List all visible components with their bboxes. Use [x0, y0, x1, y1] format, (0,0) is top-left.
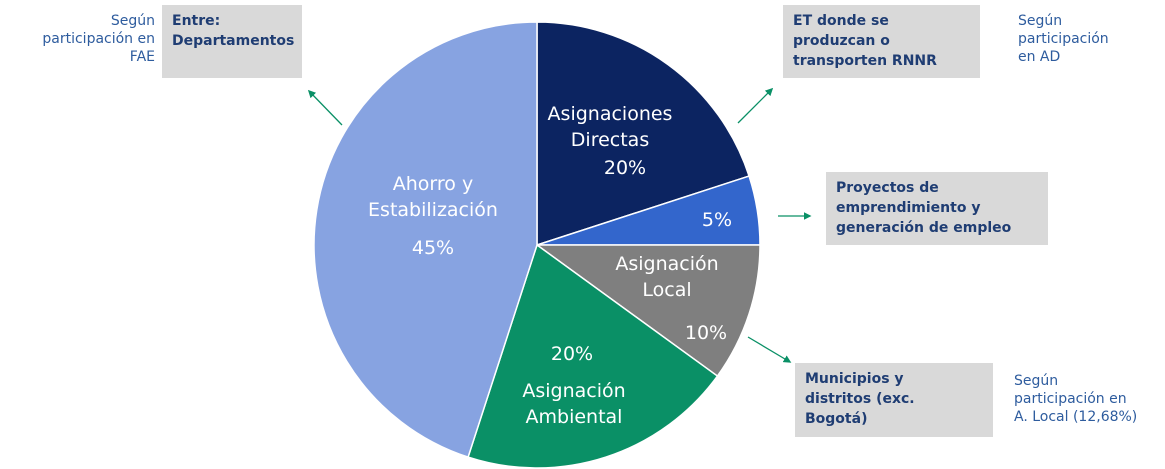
annotation-box: Municipios y distritos (exc. Bogotá) [795, 363, 993, 437]
slice-label: Asignación Local [615, 253, 719, 301]
slice-value-label: 45% [411, 237, 455, 259]
annotation-box: Entre: Departamentos [162, 5, 302, 78]
annotation-note: Según participación en AD [1018, 13, 1109, 65]
slice-value-label: 20% [550, 343, 594, 365]
slice-label: Asignación Ambiental [522, 380, 626, 428]
slice-value-label: 5% [701, 209, 733, 231]
pie-slice [534, 244, 761, 378]
pie-slice [536, 21, 751, 247]
arrow [747, 336, 792, 363]
annotation-note: Según participación en FAE [42, 13, 155, 65]
slice-value-label: 10% [684, 322, 728, 344]
pie-slice [467, 243, 719, 469]
slice-label: Ahorro y Estabilización [368, 173, 498, 221]
slice-value-label: 20% [603, 157, 647, 179]
arrow [307, 89, 343, 126]
annotation-box: Proyectos de emprendimiento y generación… [826, 172, 1048, 245]
pie-slice [313, 21, 538, 459]
arrow [737, 87, 774, 124]
annotation-box: ET donde se produzcan o transporten RNNR [783, 5, 980, 78]
slice-label: Asignaciones Directas [547, 103, 673, 151]
annotation-note: Según participación en A. Local (12,68%) [1014, 373, 1138, 425]
